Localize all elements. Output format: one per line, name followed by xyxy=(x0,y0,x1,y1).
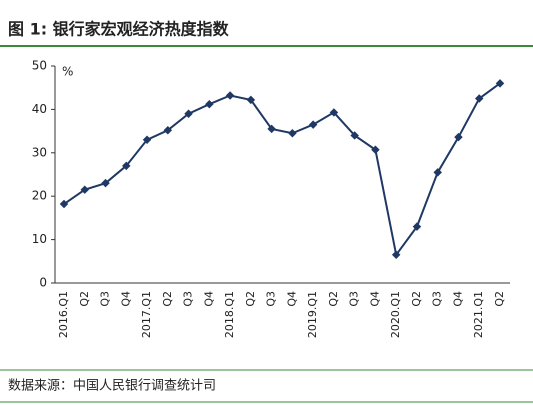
x-tick-label: Q2 xyxy=(161,291,174,307)
marker xyxy=(454,132,463,142)
x-tick-label: Q3 xyxy=(431,291,444,307)
x-tick-label: Q2 xyxy=(244,291,257,307)
x-tick-label: Q4 xyxy=(285,291,298,307)
marker xyxy=(433,168,442,177)
marker xyxy=(371,145,380,155)
x-tick-label: Q3 xyxy=(265,291,278,307)
x-tick-label: 2019.Q1 xyxy=(306,291,319,338)
marker xyxy=(391,250,401,260)
marker xyxy=(101,178,110,188)
marker xyxy=(59,199,69,209)
x-tick-label: 2017.Q1 xyxy=(140,291,153,338)
y-tick-label: 50 xyxy=(32,59,47,73)
marker xyxy=(308,120,318,129)
marker xyxy=(495,79,505,88)
marker xyxy=(350,131,359,140)
y-tick-label: 20 xyxy=(32,189,47,203)
marker xyxy=(329,108,339,117)
x-tick-label: Q2 xyxy=(493,291,506,307)
x-tick-label: Q4 xyxy=(368,291,381,307)
x-tick-label: Q3 xyxy=(348,291,361,307)
x-tick-label: Q3 xyxy=(182,291,195,307)
x-tick-label: 2020.Q1 xyxy=(389,291,402,338)
x-tick-label: 2016.Q1 xyxy=(57,291,70,338)
x-tick-label: Q4 xyxy=(119,291,132,307)
line xyxy=(63,82,501,258)
unit-label: % xyxy=(62,65,73,79)
marker xyxy=(163,125,173,135)
x-tick-label: 2021.Q1 xyxy=(472,291,485,338)
marker xyxy=(122,161,131,171)
y-tick-label: 0 xyxy=(39,276,47,290)
x-tick-label: Q2 xyxy=(78,291,91,307)
x-tick-label: Q2 xyxy=(327,291,340,307)
y-tick-label: 10 xyxy=(32,232,47,246)
y-tick-label: 30 xyxy=(32,145,47,159)
marker xyxy=(225,91,235,100)
marker xyxy=(412,222,422,231)
marker xyxy=(184,109,193,118)
x-tick-label: Q2 xyxy=(410,291,423,307)
marker xyxy=(474,94,484,103)
x-tick-label: Q3 xyxy=(99,291,112,307)
y-tick-label: 40 xyxy=(32,102,47,116)
source: 数据来源：中国人民银行调查统计司 xyxy=(8,379,216,394)
chart-title: 图 1: 银行家宏观经济热度指数 xyxy=(8,20,230,39)
marker xyxy=(80,185,90,194)
x-tick-label: Q4 xyxy=(202,291,215,307)
marker xyxy=(205,99,214,109)
marker xyxy=(246,95,256,105)
x-tick-label: 2018.Q1 xyxy=(223,291,236,338)
x-tick-label: Q4 xyxy=(451,291,464,307)
marker xyxy=(288,129,297,138)
marker xyxy=(142,135,152,145)
